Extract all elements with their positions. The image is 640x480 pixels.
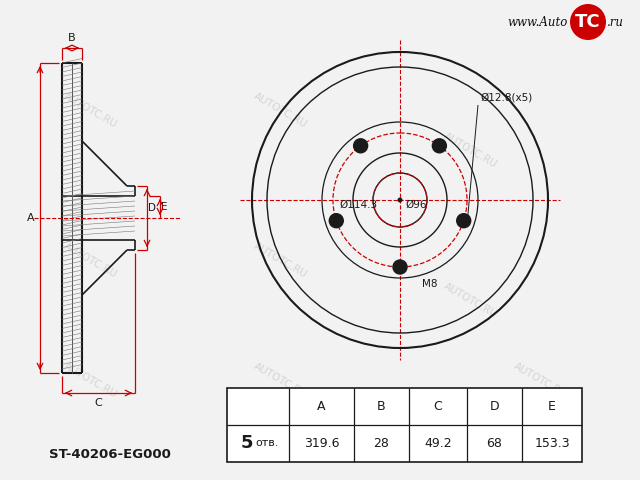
Text: AUTOTC.RU: AUTOTC.RU xyxy=(61,240,118,279)
Circle shape xyxy=(393,260,407,274)
Text: B: B xyxy=(377,400,386,413)
Text: Ø96: Ø96 xyxy=(405,200,426,210)
Text: Ø114.3: Ø114.3 xyxy=(339,200,377,210)
Text: .ru: .ru xyxy=(607,15,624,28)
Text: AUTOTC.RU: AUTOTC.RU xyxy=(442,281,499,319)
Bar xyxy=(227,388,582,462)
Text: отв.: отв. xyxy=(255,439,279,448)
Text: AUTOTC.RU: AUTOTC.RU xyxy=(442,131,499,169)
Text: AUTOTC.RU: AUTOTC.RU xyxy=(61,91,118,130)
Text: 319.6: 319.6 xyxy=(304,437,339,450)
Text: 49.2: 49.2 xyxy=(424,437,452,450)
Circle shape xyxy=(329,214,343,228)
Text: E: E xyxy=(548,400,556,413)
Circle shape xyxy=(570,4,606,40)
Text: 28: 28 xyxy=(374,437,389,450)
Text: D: D xyxy=(490,400,499,413)
Text: C: C xyxy=(95,398,102,408)
Text: D: D xyxy=(148,203,156,213)
Text: AUTOTC.RU: AUTOTC.RU xyxy=(252,360,308,399)
Text: A: A xyxy=(28,213,35,223)
Text: AUTOTC.RU: AUTOTC.RU xyxy=(252,240,308,279)
Text: 5: 5 xyxy=(241,434,253,453)
Circle shape xyxy=(433,139,446,153)
Text: ST-40206-EG000: ST-40206-EG000 xyxy=(49,448,171,461)
Text: A: A xyxy=(317,400,326,413)
Circle shape xyxy=(457,214,471,228)
Text: AUTOTC.RU: AUTOTC.RU xyxy=(61,360,118,399)
Text: M8: M8 xyxy=(422,279,438,289)
Text: B: B xyxy=(68,33,76,43)
Text: 68: 68 xyxy=(486,437,502,450)
Text: AUTOTC.RU: AUTOTC.RU xyxy=(252,91,308,130)
Circle shape xyxy=(354,139,367,153)
Circle shape xyxy=(397,197,403,203)
Text: TC: TC xyxy=(575,13,601,31)
Text: www.Auto: www.Auto xyxy=(508,15,568,28)
Text: 153.3: 153.3 xyxy=(534,437,570,450)
Text: C: C xyxy=(434,400,442,413)
Text: AUTOTC.RU: AUTOTC.RU xyxy=(511,360,568,399)
Text: Ø12.8(x5): Ø12.8(x5) xyxy=(480,93,532,103)
Text: E: E xyxy=(161,202,168,212)
